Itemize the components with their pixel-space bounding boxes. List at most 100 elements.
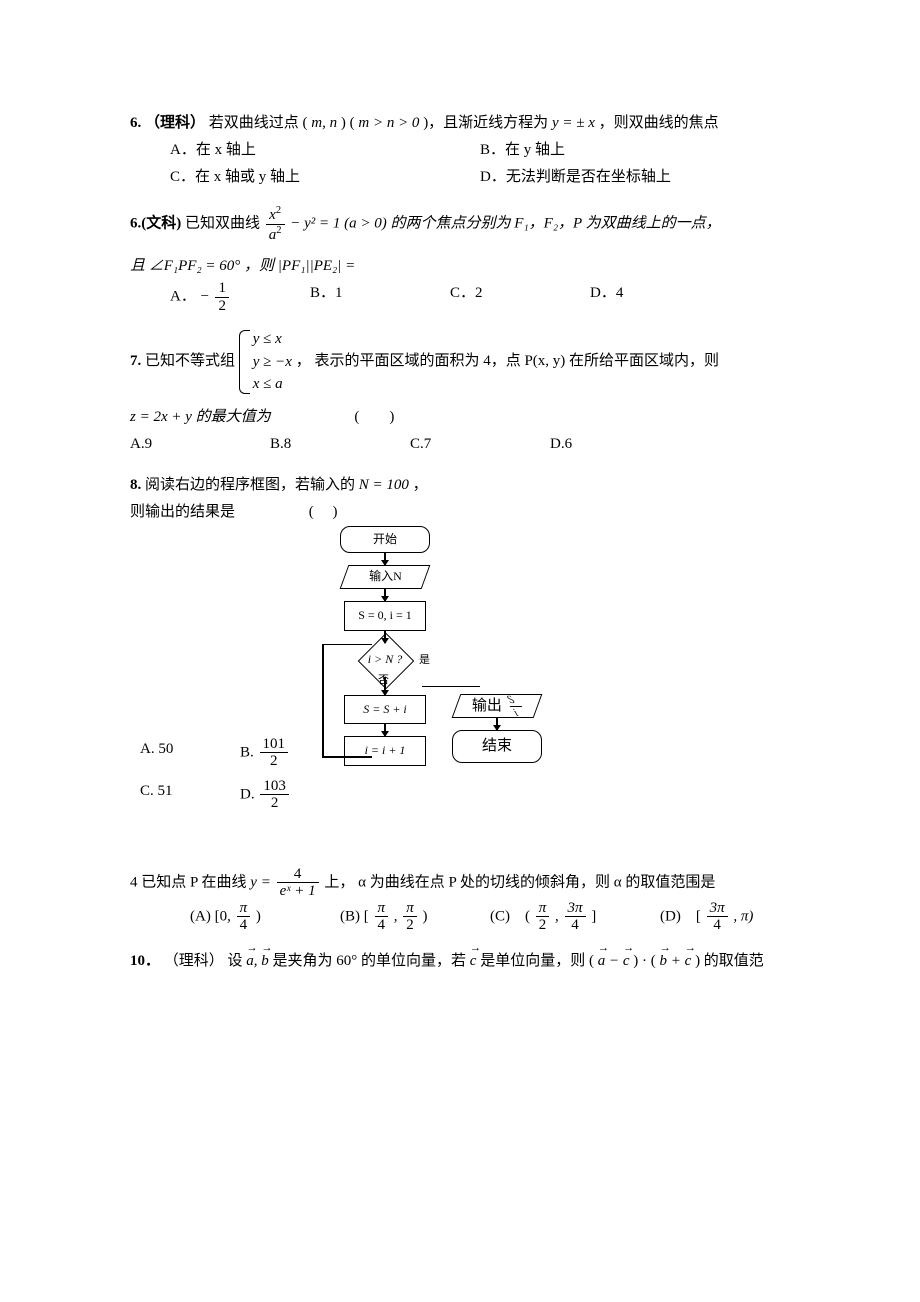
question-6-science: 6. （理科） 若双曲线过点 ( m, n ) ( m > n > 0 )，且渐… [130,110,810,191]
math: N = 100 [359,477,409,493]
label: 输入N [369,566,402,588]
q-number: 6.(文科) [130,215,181,231]
option-a[interactable]: A．在 x 轴上 [170,137,470,164]
q-number: 6. [130,115,141,131]
den: 4 [565,917,586,934]
den: i [506,706,526,718]
stem: 若双曲线过点 ( [209,115,308,131]
flow-output: 输出 Si [452,694,543,718]
label: (C) ( [490,908,530,924]
question-10-science: 10． （理科） 设 a, b 是夹角为 60° 的单位向量，若 c 是单位向量… [130,948,810,975]
label: (A) [0, [190,908,231,924]
option-d[interactable]: D．4 [590,280,720,314]
flow-start: 开始 [340,526,430,554]
num: 1 [215,280,229,298]
math: m, n [311,115,337,131]
math: y = [250,874,271,890]
flowchart: 开始 输入N S = 0, i = 1 i > N ? 是 否 S = S + … [340,526,542,766]
option-b[interactable]: (B) [ π4 , π2 ) [340,900,480,934]
option-d[interactable]: (D) [ 3π4 , π) [660,900,780,934]
stem: ) · ( [633,953,656,969]
sys-row: y ≤ x [253,328,292,351]
question-6-liberal: 6.(文科) 已知双曲线 x2 a2 − y² = 1 (a > 0) 的两个焦… [130,205,810,314]
sep: , [394,908,398,924]
label: 输出 [472,697,502,713]
fraction: x2 a2 [266,205,285,243]
option-a[interactable]: A.9 [130,431,260,458]
num: π [375,900,389,918]
flow-input: 输入N [340,565,431,589]
fraction: 4 eˣ + 1 [277,866,319,900]
stem: ， 表示的平面区域的面积为 4，点 P(x, y) 在所给平面区域内，则 [296,353,719,369]
stem: z = 2x + y 的最大值为 [130,409,271,425]
yes-label: 是 [419,651,430,671]
option-d[interactable]: D. 1032 [240,778,330,812]
num: x [269,207,276,223]
flow-decision: i > N ? 是 否 [358,643,412,677]
stem: 已知不等式组 [145,353,239,369]
stem: 是单位向量，则 ( [480,953,594,969]
label: A． [170,288,196,304]
paren: ( ) [354,409,394,425]
option-c[interactable]: C. 51 [140,778,230,812]
num: 3π [707,900,728,918]
option-d[interactable]: D.6 [550,431,680,458]
stem: 已知双曲线 [185,215,264,231]
stem: 阅读右边的程序框图，若输入的 [145,477,359,493]
option-b[interactable]: B．1 [310,280,440,314]
num: S [501,693,522,706]
label: D. [240,786,255,802]
stem: 且 ∠F₁PF₂ = 60° ，则 |PF₁||PE₂| = [130,258,355,274]
label: B. [240,744,254,760]
num: 101 [260,736,289,754]
option-d[interactable]: D．无法判断是否在坐标轴上 [480,164,780,191]
den: 2 [260,795,289,812]
num: π [237,900,251,918]
stem: 是夹角为 60° 的单位向量，若 [273,953,470,969]
option-a[interactable]: A. 50 [140,736,230,770]
options: A．在 x 轴上 B．在 y 轴上 C．在 x 轴或 y 轴上 D．无法判断是否… [170,137,810,191]
stem: ) 的取值范 [695,953,764,969]
option-c[interactable]: C．在 x 轴或 y 轴上 [170,164,470,191]
q-number: 10． [130,953,160,969]
stem: ， [413,477,428,493]
options: A． − 12 B．1 C．2 D．4 [170,280,810,314]
option-b[interactable]: B. 1012 [240,736,330,770]
num: π [403,900,417,918]
flow-step: S = S + i [344,695,426,725]
option-c[interactable]: (C) ( π2 , 3π4 ] [490,900,650,934]
end: ) [256,908,261,924]
num: 3π [565,900,586,918]
paren: ( ) [309,504,338,520]
option-a[interactable]: A． − 12 [170,280,300,314]
num: 4 [277,866,319,884]
stem: − y² = 1 (a > 0) 的两个焦点分别为 F₁，F₂，P 为双曲线上的… [290,215,720,231]
label: (B) [ [340,908,369,924]
end: ] [591,908,596,924]
sep: , [555,908,559,924]
math: m > n > 0 [358,115,419,131]
question-8: 8. 阅读右边的程序框图，若输入的 N = 100 ， 则输出的结果是 ( ) … [130,472,810,812]
den: 2 [536,917,550,934]
options: A. 50 B. 1012 C. 51 D. 1032 [140,736,340,812]
den: 2 [260,753,289,770]
neg: − [200,288,210,304]
flow-step: i = i + 1 [344,736,426,766]
question-7: 7. 已知不等式组 y ≤ x y ≥ −x x ≤ a ， 表示的平面区域的面… [130,328,810,458]
question-9: 4 已知点 P 在曲线 y = 4 eˣ + 1 上， α 为曲线在点 P 处的… [130,866,810,934]
sys-row: x ≤ a [253,373,292,396]
q-tag: （理科） [145,115,205,131]
options: (A) [0, π4 ) (B) [ π4 , π2 ) (C) ( π2 , … [190,900,810,934]
option-a[interactable]: (A) [0, π4 ) [190,900,330,934]
den: 4 [237,917,251,934]
end: , π) [733,908,753,924]
flow-init: S = 0, i = 1 [344,601,426,631]
den: 2 [403,917,417,934]
options: A.9 B.8 C.7 D.6 [130,431,810,458]
option-b[interactable]: B.8 [270,431,400,458]
option-c[interactable]: C.7 [410,431,540,458]
num: 103 [260,778,289,796]
option-b[interactable]: B．在 y 轴上 [480,137,780,164]
den: 2 [215,298,229,315]
option-c[interactable]: C．2 [450,280,580,314]
